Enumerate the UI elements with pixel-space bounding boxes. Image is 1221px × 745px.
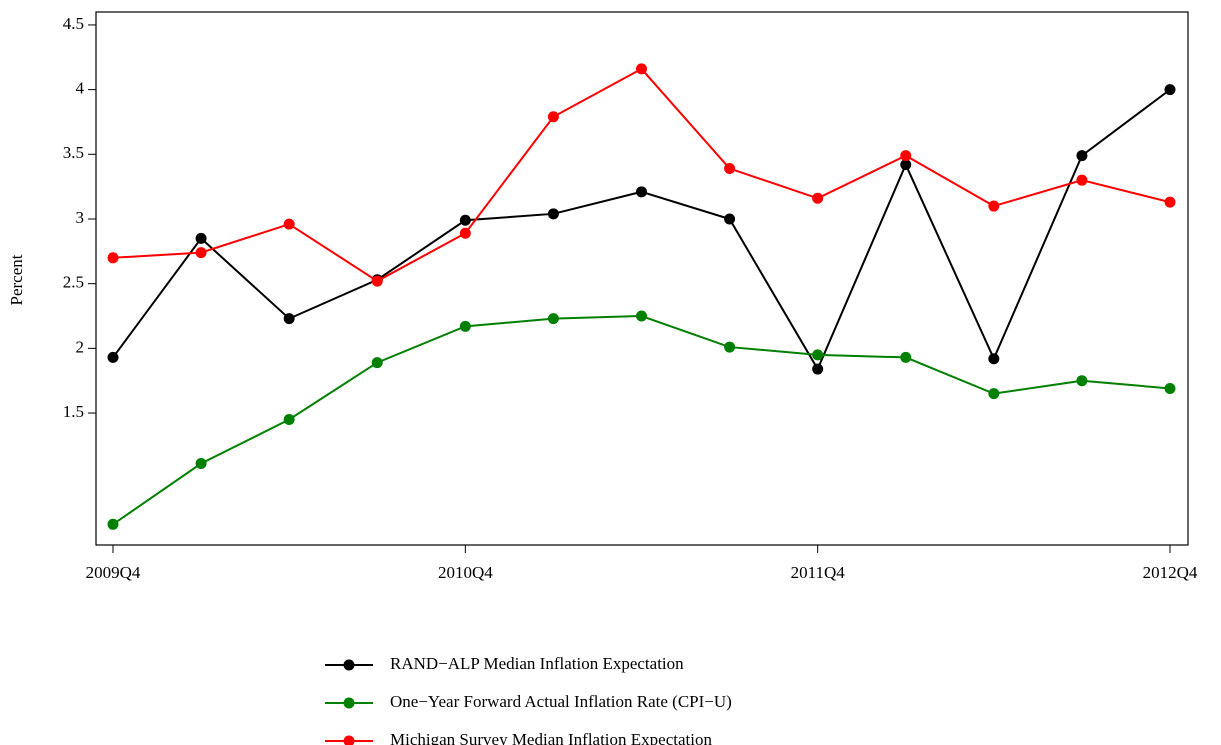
data-point — [283, 414, 295, 426]
y-tick-label: 2 — [76, 337, 85, 356]
data-point — [547, 111, 559, 123]
data-point — [988, 353, 1000, 365]
data-point — [283, 218, 295, 230]
data-point — [1164, 382, 1176, 394]
data-point — [107, 351, 119, 363]
data-point — [1076, 150, 1088, 162]
series-line — [112, 315, 1171, 526]
data-point — [107, 518, 119, 530]
legend-label: Michigan Survey Median Inflation Expecta… — [390, 730, 712, 745]
x-tick-label: 2009Q4 — [86, 563, 141, 582]
data-point — [459, 214, 471, 226]
y-tick-label: 4.5 — [63, 14, 84, 33]
data-point — [371, 275, 383, 287]
series-line — [112, 67, 1171, 283]
y-tick-label: 3.5 — [63, 143, 84, 162]
data-point — [900, 159, 912, 171]
data-point — [283, 313, 295, 325]
y-tick-label: 3 — [76, 208, 85, 227]
data-point — [636, 186, 647, 198]
data-point — [900, 351, 912, 363]
data-point — [1076, 174, 1088, 186]
data-point — [1164, 196, 1176, 208]
y-tick-label: 4 — [76, 79, 85, 98]
x-tick-label: 2010Q4 — [438, 563, 493, 582]
y-tick-label: 2.5 — [63, 273, 84, 292]
data-point — [547, 313, 559, 325]
data-point — [1164, 84, 1176, 96]
data-point — [636, 63, 647, 75]
legend-marker — [343, 697, 355, 709]
legend-label: One−Year Forward Actual Inflation Rate (… — [390, 692, 732, 711]
legend-marker — [343, 735, 355, 745]
x-tick-label: 2011Q4 — [791, 563, 846, 582]
plot-frame — [95, 11, 1189, 546]
data-point — [812, 349, 824, 361]
data-point — [636, 310, 647, 322]
data-point — [724, 341, 736, 353]
legend-label: RAND−ALP Median Inflation Expectation — [390, 654, 684, 673]
legend-marker — [343, 659, 355, 671]
data-point — [812, 363, 824, 375]
data-point — [812, 192, 824, 204]
data-point — [195, 232, 207, 244]
data-point — [459, 320, 471, 332]
x-tick-label: 2012Q4 — [1143, 563, 1198, 582]
data-point — [371, 357, 383, 369]
data-point — [988, 388, 1000, 400]
data-point — [1076, 375, 1088, 387]
data-point — [547, 208, 559, 220]
data-point — [724, 163, 736, 175]
data-point — [724, 213, 736, 225]
y-tick-label: 1.5 — [63, 402, 84, 421]
data-point — [988, 200, 1000, 212]
data-point — [459, 227, 471, 239]
data-point — [195, 457, 207, 469]
data-point — [107, 252, 119, 264]
data-point — [195, 247, 207, 259]
data-point — [900, 150, 912, 162]
y-axis-label: Percent — [7, 254, 26, 305]
